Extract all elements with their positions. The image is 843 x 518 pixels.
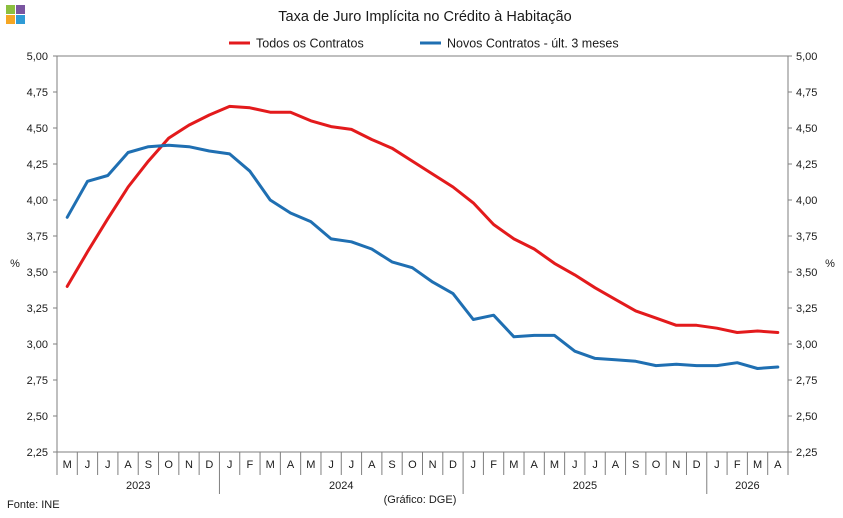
x-tick-label: M: [266, 459, 275, 471]
x-tick-label: J: [471, 459, 477, 471]
y-tick-label-right: 3,00: [796, 339, 817, 351]
x-year-label: 2024: [329, 480, 353, 492]
x-tick-label: A: [368, 459, 376, 471]
plot-area: [56, 55, 789, 453]
logo-square-blue: [16, 15, 25, 24]
y-tick-label-right: 2,25: [796, 447, 817, 459]
chart-title: Taxa de Juro Implícita no Crédito à Habi…: [278, 9, 571, 25]
x-tick-label: N: [672, 459, 680, 471]
logo-square-purple: [16, 5, 25, 14]
y-axis-left: 2,25 2,50 2,75 3,00 3,25 3,50 3,75 4,00 4,25 4,50…: [27, 51, 57, 459]
x-tick-label: O: [408, 459, 417, 471]
y-tick-label-right: 4,75: [796, 87, 817, 99]
x-tick-label: J: [592, 459, 598, 471]
y-tick-label-right: 4,50: [796, 123, 817, 135]
y-tick-label-right: 3,50: [796, 267, 817, 279]
x-year-label: 2023: [126, 480, 150, 492]
x-tick-label: D: [205, 459, 213, 471]
x-tick-label: M: [63, 459, 72, 471]
source-note: Fonte: INE: [7, 499, 60, 511]
y-tick-label-right: 3,25: [796, 303, 817, 315]
x-tick-label: S: [145, 459, 152, 471]
y-tick-label-right: 4,00: [796, 195, 817, 207]
series-line-novos-contratos: [65, 143, 780, 370]
y-tick-label-left: 2,75: [27, 375, 48, 387]
x-year-label: 2025: [573, 480, 597, 492]
y-tick-label-left: 2,50: [27, 411, 48, 423]
x-tick-label: J: [714, 459, 720, 471]
x-tick-label: O: [164, 459, 173, 471]
x-tick-label: O: [652, 459, 661, 471]
y-tick-label-right: 3,75: [796, 231, 817, 243]
x-tick-label: D: [693, 459, 701, 471]
series-line-todos-contratos: [65, 104, 780, 334]
x-tick-label: M: [306, 459, 315, 471]
x-tick-label: M: [753, 459, 762, 471]
y-tick-label-left: 4,00: [27, 195, 48, 207]
x-tick-label: N: [429, 459, 437, 471]
y-tick-label-left: 3,75: [27, 231, 48, 243]
x-tick-label: F: [247, 459, 254, 471]
x-tick-label: N: [185, 459, 193, 471]
x-axis: M J J A S O N D J F M A M J J A S O N D J F M A M J J A S O N D J F M A2023…: [56, 452, 789, 494]
y-tick-label-left: 3,00: [27, 339, 48, 351]
x-tick-label: A: [774, 459, 782, 471]
x-tick-label: J: [227, 459, 233, 471]
x-tick-label: J: [572, 459, 578, 471]
x-tick-label: A: [287, 459, 295, 471]
x-tick-label: S: [388, 459, 395, 471]
x-tick-label: M: [550, 459, 559, 471]
x-tick-label: A: [124, 459, 132, 471]
y-axis-label-right: %: [825, 258, 835, 270]
y-tick-label-left: 3,25: [27, 303, 48, 315]
x-tick-label: S: [632, 459, 639, 471]
x-tick-label: F: [734, 459, 741, 471]
x-tick-label: J: [349, 459, 355, 471]
x-tick-label: M: [509, 459, 518, 471]
x-tick-label: J: [105, 459, 111, 471]
y-axis-right: 2,25 2,50 2,75 3,00 3,25 3,50 3,75 4,00 4,25 4,50…: [788, 51, 817, 459]
y-tick-label-left: 2,25: [27, 447, 48, 459]
logo-square-orange: [6, 15, 15, 24]
y-tick-label-right: 2,75: [796, 375, 817, 387]
legend: Todos os Contratos Novos Contratos - últ…: [229, 37, 619, 51]
y-tick-label-left: 4,50: [27, 123, 48, 135]
y-tick-label-left: 3,50: [27, 267, 48, 279]
x-tick-label: D: [449, 459, 457, 471]
y-axis-label-left: %: [10, 258, 20, 270]
x-tick-label: J: [328, 459, 334, 471]
y-tick-label-left: 4,25: [27, 159, 48, 171]
y-tick-label-right: 5,00: [796, 51, 817, 63]
x-tick-label: A: [612, 459, 620, 471]
legend-label-todos: Todos os Contratos: [256, 37, 364, 51]
x-tick-label: J: [85, 459, 91, 471]
y-tick-label-left: 5,00: [27, 51, 48, 63]
logo-square-green: [6, 5, 15, 14]
ine-logo: [6, 5, 26, 25]
legend-label-novos: Novos Contratos - últ. 3 meses: [447, 37, 619, 51]
y-tick-label-right: 4,25: [796, 159, 817, 171]
series-layer: [65, 104, 780, 370]
y-tick-label-left: 4,75: [27, 87, 48, 99]
x-tick-label: F: [490, 459, 497, 471]
graphic-credit: (Gráfico: DGE): [384, 494, 457, 506]
y-tick-label-right: 2,50: [796, 411, 817, 423]
x-year-label: 2026: [735, 480, 759, 492]
x-tick-label: A: [531, 459, 539, 471]
